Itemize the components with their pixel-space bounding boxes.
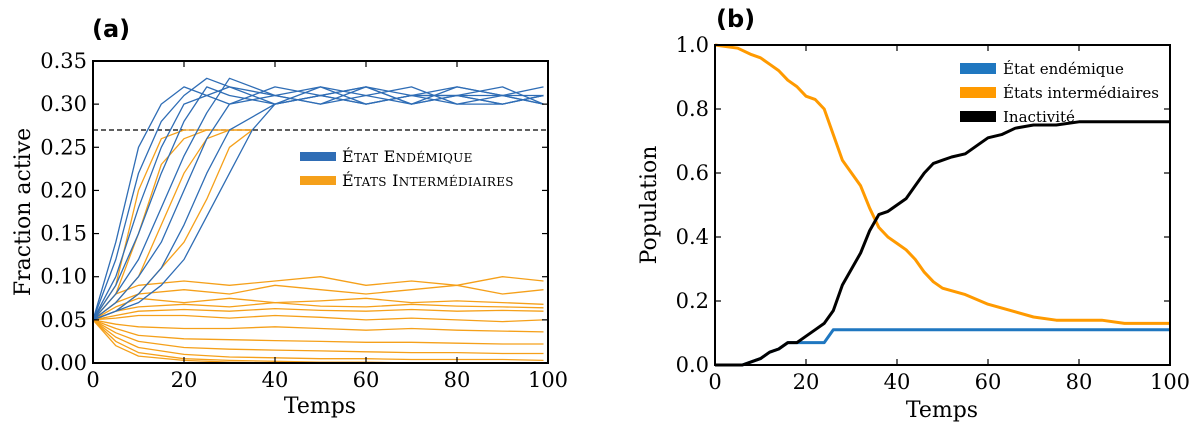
y-tick-label: 1.0 <box>676 33 709 57</box>
y-tick-label: 0.10 <box>40 265 87 289</box>
panel-a-legend: ÉTAT ENDÉMIQUE ÉTATS INTERMÉDIAIRES <box>300 146 514 190</box>
legend-label-inactivity-b: Inactivité <box>1003 108 1075 126</box>
legend-label-endemic: ÉTAT ENDÉMIQUE <box>342 146 473 166</box>
panel-a-frame <box>92 60 549 364</box>
intermediate-trajectory-line <box>92 319 544 355</box>
x-tick-label: 20 <box>793 370 820 394</box>
y-tick-label: 0.05 <box>40 308 87 332</box>
intermediate-trajectory-line <box>92 319 544 362</box>
x-tick-label: 80 <box>444 368 471 392</box>
legend-label-intermediate: ÉTATS INTERMÉDIAIRES <box>342 170 514 190</box>
y-tick-label: 0.00 <box>40 351 87 375</box>
panel-b-legend: État endémique États intermédiaires Inac… <box>960 60 1159 126</box>
panel-b-ylabel: Population <box>637 146 662 265</box>
y-tick-label: 0.25 <box>40 135 87 159</box>
intermediate-trajectory-line <box>92 319 544 333</box>
panel-b-xlabel: Temps <box>906 398 978 423</box>
intermediate-trajectory-line <box>92 297 544 321</box>
legend-swatch-endemic-b <box>960 63 996 74</box>
intermediate-trajectory-line <box>92 301 544 321</box>
intermediate-trajectory-line <box>92 276 544 321</box>
inactivity-series-line <box>715 120 1170 367</box>
panel-a: (a) 0 20 40 60 80 100 0.00 0.05 0.10 0.15 0.20 0.25… <box>11 15 568 419</box>
panel-b-ticks: 0 20 40 60 80 100 0.0 0.2 0.4 0.6 0.8 1.0 <box>676 33 1190 394</box>
intermediate-trajectory-line <box>92 307 544 321</box>
x-tick-label: 40 <box>262 368 289 392</box>
panel-b-plot-area <box>714 43 1170 367</box>
x-tick-label: 100 <box>1150 370 1190 394</box>
x-tick-label: 0 <box>86 368 99 392</box>
intermediate-series-line <box>714 43 1170 325</box>
x-tick-label: 0 <box>708 370 721 394</box>
y-tick-label: 0.6 <box>676 161 709 185</box>
intermediate-trajectory-line <box>92 319 544 345</box>
legend-label-endemic-b: État endémique <box>1003 60 1124 78</box>
panel-a-plot-area <box>92 77 548 364</box>
panel-a-label: (a) <box>92 15 130 43</box>
y-tick-label: 0.15 <box>40 222 87 246</box>
legend-swatch-inactivity-b <box>960 111 996 122</box>
x-tick-label: 60 <box>353 368 380 392</box>
x-tick-label: 100 <box>528 368 568 392</box>
endemic-trajectory-line <box>92 86 544 321</box>
y-tick-label: 0.0 <box>676 353 709 377</box>
panel-b: (b) 0 20 40 60 80 100 0.0 0.2 0.4 0.6 0.8 1.0 Temps… <box>637 5 1190 423</box>
y-tick-label: 0.2 <box>676 289 709 313</box>
panel-b-frame <box>714 44 1171 366</box>
x-tick-label: 20 <box>171 368 198 392</box>
legend-swatch-intermediate <box>300 176 336 185</box>
legend-swatch-intermediate-b <box>960 87 996 98</box>
y-tick-label: 0.4 <box>676 225 709 249</box>
legend-swatch-endemic <box>300 152 336 161</box>
legend-label-intermediate-b: États intermédiaires <box>1003 84 1159 102</box>
endemic-trajectory-line <box>92 77 544 321</box>
panel-a-ylabel: Fraction active <box>11 128 36 296</box>
endemic-trajectory-line <box>92 86 544 321</box>
y-tick-label: 0.20 <box>40 178 87 202</box>
intermediate-trajectory-line <box>92 129 253 321</box>
panel-a-xlabel: Temps <box>284 394 356 419</box>
panel-b-label: (b) <box>716 5 755 33</box>
intermediate-trajectory-line <box>92 314 544 323</box>
panel-a-ticks: 0 20 40 60 80 100 0.00 0.05 0.10 0.15 0.20 0.25 0.30… <box>40 49 568 392</box>
x-tick-label: 80 <box>1066 370 1093 394</box>
endemic-trajectory-line <box>92 86 544 321</box>
intermediate-trajectory-line <box>92 284 544 321</box>
y-tick-label: 0.30 <box>40 92 87 116</box>
x-tick-label: 40 <box>884 370 911 394</box>
y-tick-label: 0.35 <box>40 49 87 73</box>
endemic-trajectory-line <box>92 86 544 321</box>
y-tick-label: 0.8 <box>676 97 709 121</box>
x-tick-label: 60 <box>975 370 1002 394</box>
